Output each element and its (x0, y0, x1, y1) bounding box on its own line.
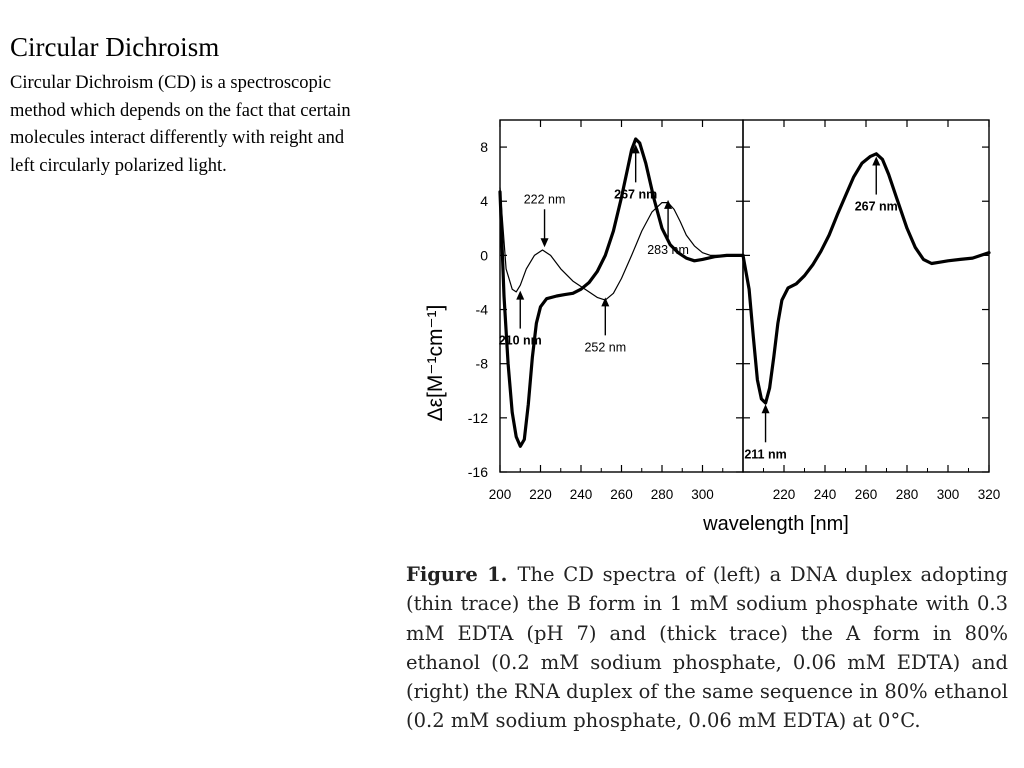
panel-left-y-tick-label: -8 (476, 356, 489, 372)
panel-left-y-tick-label: -4 (476, 302, 489, 318)
panel-left-x-tick-label: 200 (489, 487, 512, 502)
panel-left-y-tick-label: -16 (468, 464, 488, 480)
panel-right-x-tick-label: 260 (855, 487, 878, 502)
panel-right-x-tick-label: 280 (896, 487, 919, 502)
panel-right-annotation-label: 211 nm (744, 447, 786, 461)
panel-right-x-tick-label: 300 (937, 487, 960, 502)
panel-left-x-tick-label: 220 (529, 487, 552, 502)
panel-left-annotation-arrow-head (664, 199, 673, 209)
panel-left-x-tick-label: 240 (570, 487, 593, 502)
panel-left-frame (499, 119, 744, 473)
panel-left-x-tick-label: 300 (691, 487, 714, 502)
panel-right-annotation-arrow-head (872, 156, 881, 166)
panel-right-x-tick-label: 240 (814, 487, 837, 502)
intro-paragraph: Circular Dichroism (CD) is a spectroscop… (10, 73, 351, 176)
caption-label: Figure 1. (406, 563, 508, 586)
panel-left-annotation-arrow-head (540, 238, 549, 248)
caption-text: The CD spectra of (left) a DNA duplex ad… (406, 563, 1009, 733)
panel-right-frame (742, 119, 990, 473)
panel-left-annotation-label: 267 nm (614, 187, 657, 201)
panel-right-x-tick-label: 220 (773, 487, 796, 502)
panel-left-annotation-label: 252 nm (584, 340, 626, 354)
y-axis-label: Δε[M⁻¹cm⁻¹] (424, 305, 447, 422)
panel-left-annotation-arrow-head (631, 144, 640, 154)
panel-right-series-thick-trace (741, 152, 991, 405)
cd-spectra-figure: 200 220 240 260 280 300 8 4 0 -4 -8 -12 -16 222 nm 267… (424, 119, 1000, 535)
panel-left-x-tick-label: 280 (651, 487, 674, 502)
panel-left-annotation-label: 283 nm (647, 243, 689, 257)
panel-left-x-tick-label: 260 (610, 487, 633, 502)
panel-left-annotation-label: 210 nm (499, 334, 542, 348)
panel-right-annotation-label: 267 nm (855, 200, 898, 214)
panel-right-annotation-arrow-head (761, 404, 770, 414)
slide-title: Circular Dichroism (10, 32, 220, 62)
panel-left-annotation-arrow-head (601, 297, 610, 307)
x-axis-label: wavelength [nm] (702, 513, 849, 535)
panel-left-series-thin-trace (499, 187, 744, 301)
panel-left-y-tick-label: -12 (468, 410, 488, 426)
panel-left-y-tick-label: 4 (480, 193, 488, 209)
panel-right-x-tick-label: 320 (978, 487, 1000, 502)
panel-left-y-tick-label: 0 (480, 247, 488, 263)
panel-left-annotation-label: 222 nm (524, 192, 566, 206)
panel-left-series-thick-trace (498, 137, 745, 448)
figure-caption: Figure 1. The CD spectra of (left) a DNA … (406, 560, 1008, 736)
panel-left-annotation-arrow-head (516, 290, 525, 300)
panel-left-y-tick-label: 8 (480, 139, 488, 155)
